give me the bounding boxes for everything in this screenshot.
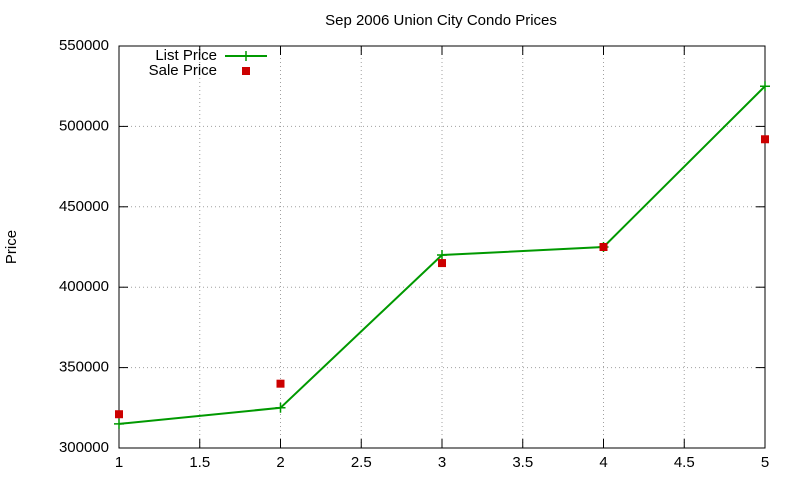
legend-marker [242, 67, 250, 75]
y-tick-label: 300000 [59, 439, 109, 456]
y-tick-label: 450000 [59, 198, 109, 215]
x-tick-label: 2 [276, 454, 284, 471]
y-axis-label: Price [3, 230, 20, 264]
x-tick-label: 4 [599, 454, 607, 471]
data-point [760, 81, 770, 92]
legend-label: Sale Price [149, 62, 217, 79]
x-tick-label: 1 [115, 454, 123, 471]
x-tick-label: 4.5 [674, 454, 695, 471]
data-point [275, 402, 286, 413]
data-point [438, 259, 446, 268]
y-tick-label: 500000 [59, 117, 109, 134]
data-point [114, 418, 124, 429]
data-point [599, 243, 608, 251]
y-tick-label: 550000 [59, 37, 109, 54]
x-tick-label: 3 [438, 454, 446, 471]
data-point [115, 410, 123, 419]
chart-title: Sep 2006 Union City Condo Prices [325, 12, 557, 29]
y-tick-label: 400000 [59, 278, 109, 295]
x-tick-label: 2.5 [351, 454, 372, 471]
x-tick-label: 5 [761, 454, 769, 471]
legend-label: List Price [155, 47, 217, 64]
data-point [761, 135, 769, 144]
plot-border [118, 45, 766, 449]
legend-marker [241, 51, 251, 61]
data-point [437, 250, 447, 261]
y-tick-label: 350000 [59, 359, 109, 376]
x-tick-label: 3.5 [512, 454, 533, 471]
x-tick-label: 1.5 [189, 454, 210, 471]
data-point [276, 379, 285, 388]
